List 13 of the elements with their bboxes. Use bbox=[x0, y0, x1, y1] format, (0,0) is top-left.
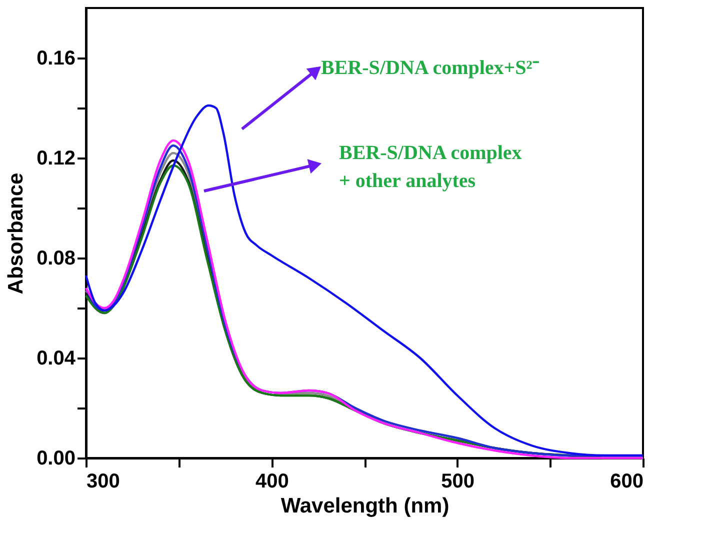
annotation: BER-S/DNA complex+S²⁻ bbox=[321, 57, 540, 79]
y-tick-label: 0.00 bbox=[36, 448, 76, 470]
annotation: BER-S/DNA complex + other analytes bbox=[339, 142, 522, 192]
x-tick-label: 600 bbox=[610, 470, 644, 492]
y-tick-label: 0.16 bbox=[36, 48, 76, 70]
x-tick-label: 500 bbox=[441, 470, 475, 492]
y-tick-label: 0.08 bbox=[36, 248, 76, 270]
y-tick-label: 0.12 bbox=[36, 148, 76, 170]
x-tick-label: 300 bbox=[86, 470, 120, 492]
x-axis-title: Wavelength (nm) bbox=[280, 494, 450, 518]
x-tick-label: 400 bbox=[255, 470, 289, 492]
y-tick-label: 0.04 bbox=[36, 348, 76, 370]
y-axis-title: Absorbance bbox=[4, 172, 28, 294]
